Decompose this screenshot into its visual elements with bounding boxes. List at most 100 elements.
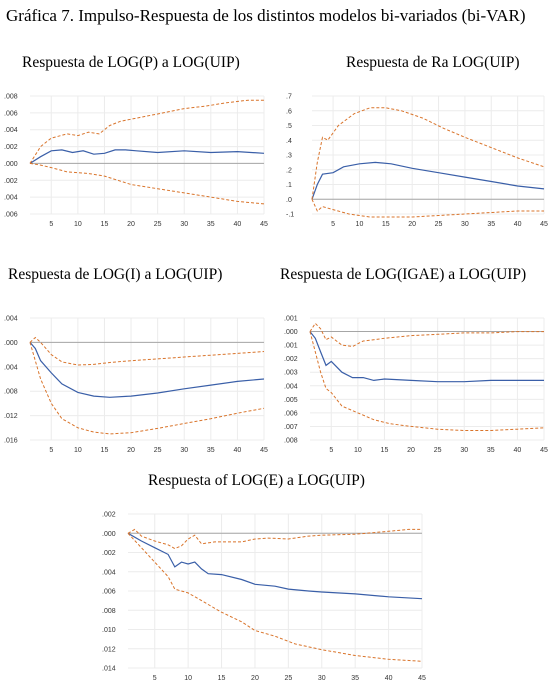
y-tick-label: .012 bbox=[4, 413, 18, 420]
x-tick-label: 25 bbox=[154, 447, 162, 454]
y-tick-label: .001 bbox=[284, 343, 298, 350]
y-tick-label: .004 bbox=[102, 569, 116, 576]
x-tick-label: 20 bbox=[127, 221, 135, 228]
x-tick-label: 15 bbox=[101, 447, 109, 454]
chart-log-i: .004 .000 .004 .008 .012 .016 5 10 15 20 25 30 35 40 4… bbox=[4, 316, 268, 455]
y-tick-label: .3 bbox=[286, 153, 292, 160]
x-tick-label: 10 bbox=[354, 447, 362, 454]
y-tick-label: .002 bbox=[102, 550, 116, 557]
x-tick-label: 45 bbox=[540, 447, 548, 454]
y-tick-label: .016 bbox=[4, 438, 18, 445]
x-tick-label: 35 bbox=[351, 675, 359, 682]
x-tick-label: 40 bbox=[234, 221, 242, 228]
response-line bbox=[309, 331, 544, 383]
x-tick-label: 30 bbox=[180, 221, 188, 228]
x-tick-label: 10 bbox=[74, 221, 82, 228]
upper-band-line bbox=[29, 99, 264, 164]
chart-log-igae: .001 .000 .001 .002 .003 .004 .005 .006 .007 .008… bbox=[284, 316, 548, 455]
y-tick-label: .004 bbox=[4, 127, 18, 134]
lower-band-line bbox=[29, 342, 265, 435]
response-line bbox=[311, 161, 545, 200]
figure-title: Gráfica 7. Impulso-Respuesta de los dist… bbox=[6, 6, 526, 25]
x-tick-label: 30 bbox=[318, 675, 326, 682]
y-tick-label: .000 bbox=[102, 531, 116, 538]
y-tick-label: .006 bbox=[4, 212, 18, 219]
x-tick-label: 15 bbox=[381, 447, 389, 454]
y-tick-label: .002 bbox=[4, 178, 18, 185]
chart-title-log-igae: Respuesta de LOG(IGAE) a LOG(UIP) bbox=[280, 266, 527, 283]
x-tick-label: 25 bbox=[154, 221, 162, 228]
lower-band-line bbox=[29, 162, 265, 205]
y-tick-label: .001 bbox=[284, 316, 298, 323]
y-tick-label: .003 bbox=[284, 370, 298, 377]
x-tick-label: 35 bbox=[207, 447, 215, 454]
x-tick-label: 45 bbox=[260, 447, 268, 454]
y-tick-label: .0 bbox=[286, 197, 292, 204]
x-tick-label: 20 bbox=[408, 221, 416, 228]
y-tick-label: .006 bbox=[102, 589, 116, 596]
y-tick-label: .004 bbox=[4, 195, 18, 202]
x-tick-label: 30 bbox=[461, 221, 469, 228]
x-tick-label: 15 bbox=[101, 221, 109, 228]
x-tick-label: 10 bbox=[356, 221, 364, 228]
x-tick-label: 15 bbox=[218, 675, 226, 682]
y-tick-label: .4 bbox=[286, 138, 292, 145]
y-tick-label: .1 bbox=[286, 182, 292, 189]
x-tick-label: 15 bbox=[382, 221, 390, 228]
upper-band-line bbox=[29, 336, 265, 366]
x-tick-label: 10 bbox=[74, 447, 82, 454]
x-tick-label: 20 bbox=[127, 447, 135, 454]
y-tick-label: .5 bbox=[286, 123, 292, 130]
y-tick-label: .012 bbox=[102, 646, 116, 653]
x-tick-label: 35 bbox=[487, 447, 495, 454]
chart-log-p: .008 .006 .004 .002 .000 .002 .004 .006 5 10 15 20 2… bbox=[4, 94, 268, 229]
x-tick-label: 40 bbox=[385, 675, 393, 682]
x-tick-label: 5 bbox=[49, 447, 53, 454]
x-tick-label: 45 bbox=[260, 221, 268, 228]
response-line bbox=[127, 532, 423, 600]
chart-title-log-i: Respuesta de LOG(I) a LOG(UIP) bbox=[8, 266, 223, 283]
x-tick-label: 20 bbox=[251, 675, 259, 682]
x-tick-label: 30 bbox=[460, 447, 468, 454]
x-tick-label: 30 bbox=[180, 447, 188, 454]
x-tick-label: 25 bbox=[284, 675, 292, 682]
x-tick-label: 5 bbox=[331, 221, 335, 228]
x-tick-label: 25 bbox=[434, 447, 442, 454]
y-tick-label: .006 bbox=[284, 410, 298, 417]
y-tick-label: .002 bbox=[4, 144, 18, 151]
x-tick-label: 40 bbox=[514, 221, 522, 228]
lower-band-line bbox=[127, 532, 423, 662]
upper-band-line bbox=[309, 322, 544, 348]
y-tick-label: .010 bbox=[102, 627, 116, 634]
chart-log-e: .002 .000 .002 .004 .006 .008 .010 .012 .014 5 10 1… bbox=[102, 512, 426, 683]
chart-title-log-e: Respuesta of LOG(E) a LOG(UIP) bbox=[148, 472, 365, 489]
y-tick-label: .000 bbox=[284, 329, 298, 336]
y-tick-label: .002 bbox=[284, 356, 298, 363]
x-tick-label: 35 bbox=[207, 221, 215, 228]
y-tick-label: .008 bbox=[4, 94, 18, 101]
upper-band-line bbox=[127, 528, 422, 550]
y-tick-label: .000 bbox=[4, 161, 18, 168]
x-tick-label: 20 bbox=[407, 447, 415, 454]
y-tick-label: .006 bbox=[4, 110, 18, 117]
y-tick-label: .008 bbox=[4, 389, 18, 396]
x-tick-label: 45 bbox=[418, 675, 426, 682]
y-tick-label: .005 bbox=[284, 397, 298, 404]
x-tick-label: 40 bbox=[234, 447, 242, 454]
response-line bbox=[29, 342, 265, 398]
x-tick-label: 25 bbox=[435, 221, 443, 228]
y-tick-label: .007 bbox=[284, 424, 298, 431]
x-tick-label: 5 bbox=[329, 447, 333, 454]
chart-title-log-p: Respuesta de LOG(P) a LOG(UIP) bbox=[22, 54, 240, 71]
x-tick-label: 35 bbox=[487, 221, 495, 228]
y-tick-label: .2 bbox=[286, 167, 292, 174]
x-tick-label: 5 bbox=[153, 675, 157, 682]
lower-band-line bbox=[309, 331, 545, 431]
response-line bbox=[29, 149, 265, 164]
y-tick-label: .008 bbox=[284, 438, 298, 445]
y-tick-label: .004 bbox=[4, 364, 18, 371]
chart-title-ra: Respuesta de Ra LOG(UIP) bbox=[346, 54, 520, 71]
x-tick-label: 40 bbox=[514, 447, 522, 454]
y-tick-label: .7 bbox=[286, 94, 292, 101]
x-tick-label: 45 bbox=[540, 221, 548, 228]
